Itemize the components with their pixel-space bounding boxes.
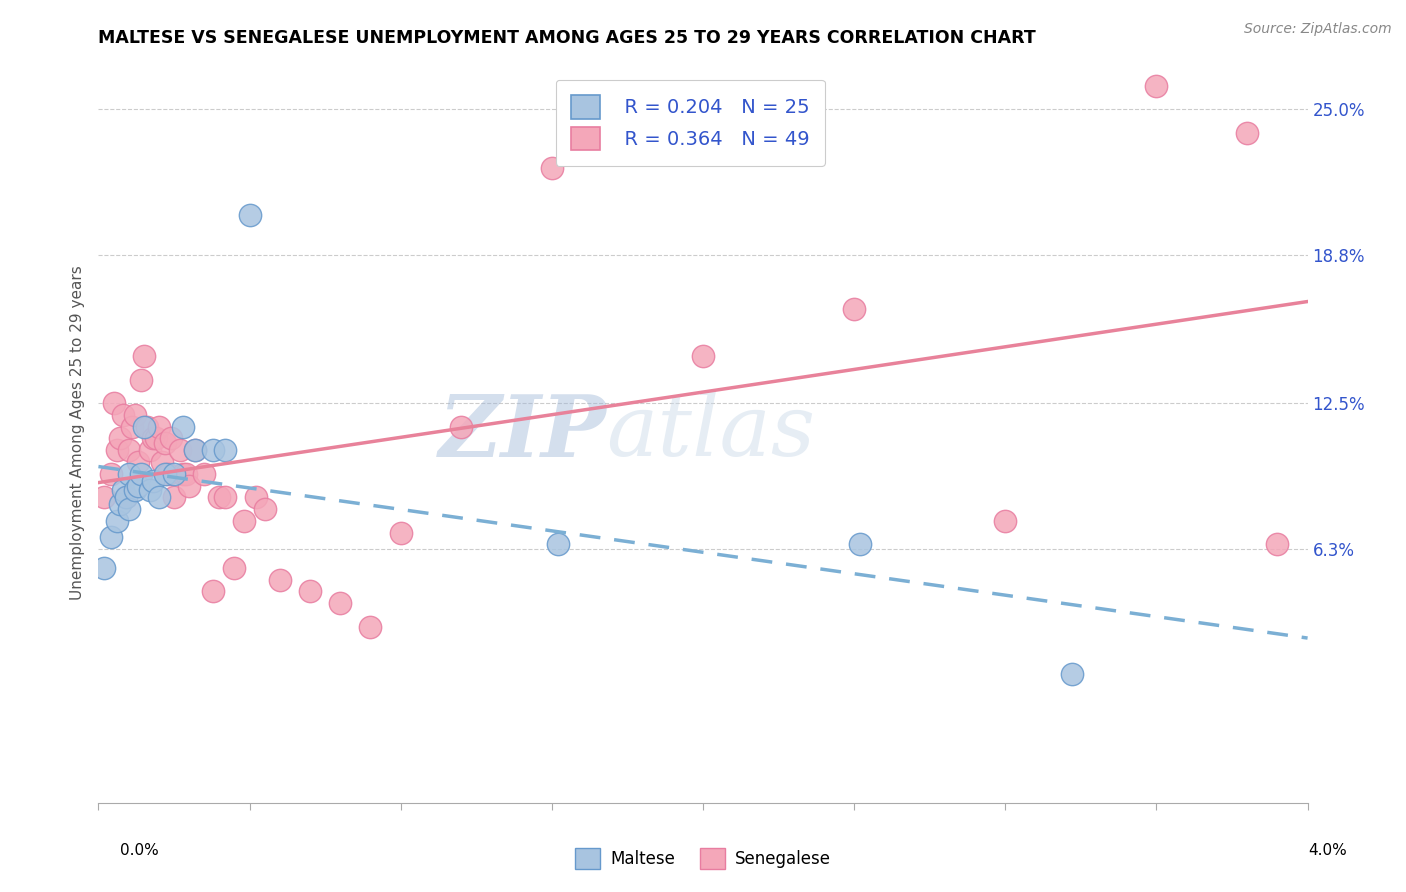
Point xyxy=(239,208,262,222)
Point xyxy=(135,419,157,434)
Point xyxy=(547,537,569,551)
Point xyxy=(844,302,866,317)
Point xyxy=(114,490,136,504)
Point xyxy=(105,443,128,458)
Point xyxy=(245,490,267,504)
Point xyxy=(224,561,246,575)
Point xyxy=(129,373,152,387)
Point xyxy=(93,561,115,575)
Point xyxy=(142,432,165,446)
Point xyxy=(193,467,215,481)
Point xyxy=(111,483,134,498)
Point xyxy=(129,467,152,481)
Point xyxy=(1267,537,1289,551)
Point xyxy=(184,443,207,458)
Text: atlas: atlas xyxy=(606,392,815,474)
Point xyxy=(153,467,176,481)
Point xyxy=(389,525,412,540)
Point xyxy=(118,502,141,516)
Point xyxy=(124,408,146,422)
Point xyxy=(111,408,134,422)
Point xyxy=(232,514,254,528)
Point xyxy=(208,490,231,504)
Point xyxy=(127,478,149,492)
Point xyxy=(142,474,165,488)
Text: ZIP: ZIP xyxy=(439,391,606,475)
Point xyxy=(124,483,146,498)
Point xyxy=(100,530,122,544)
Point xyxy=(179,478,201,492)
Point xyxy=(1146,78,1168,93)
Point xyxy=(139,483,162,498)
Point xyxy=(153,436,176,450)
Point xyxy=(145,432,167,446)
Y-axis label: Unemployment Among Ages 25 to 29 years: Unemployment Among Ages 25 to 29 years xyxy=(69,265,84,600)
Point xyxy=(160,432,183,446)
Point xyxy=(118,443,141,458)
Point xyxy=(994,514,1017,528)
Point xyxy=(214,443,236,458)
Point xyxy=(172,419,194,434)
Point xyxy=(114,490,136,504)
Point xyxy=(150,455,173,469)
Point xyxy=(329,596,352,610)
Point xyxy=(100,467,122,481)
Legend:   R = 0.204   N = 25,   R = 0.364   N = 49: R = 0.204 N = 25, R = 0.364 N = 49 xyxy=(555,79,825,166)
Text: MALTESE VS SENEGALESE UNEMPLOYMENT AMONG AGES 25 TO 29 YEARS CORRELATION CHART: MALTESE VS SENEGALESE UNEMPLOYMENT AMONG… xyxy=(98,29,1036,47)
Text: 4.0%: 4.0% xyxy=(1308,843,1347,858)
Point xyxy=(172,467,194,481)
Point xyxy=(148,419,170,434)
Point xyxy=(127,455,149,469)
Text: 0.0%: 0.0% xyxy=(120,843,159,858)
Point xyxy=(132,419,155,434)
Point xyxy=(169,443,191,458)
Point xyxy=(132,349,155,363)
Point xyxy=(139,443,162,458)
Point xyxy=(103,396,125,410)
Point xyxy=(108,497,131,511)
Point xyxy=(269,573,291,587)
Point xyxy=(450,419,472,434)
Point xyxy=(540,161,562,176)
Point xyxy=(202,584,225,599)
Point xyxy=(174,467,197,481)
Point xyxy=(360,619,382,633)
Legend: Maltese, Senegalese: Maltese, Senegalese xyxy=(568,842,838,875)
Point xyxy=(1236,126,1258,140)
Point xyxy=(1060,666,1083,681)
Point xyxy=(163,490,186,504)
Point xyxy=(121,419,143,434)
Point xyxy=(184,443,207,458)
Point xyxy=(156,467,179,481)
Point xyxy=(93,490,115,504)
Point xyxy=(214,490,236,504)
Point xyxy=(108,432,131,446)
Point xyxy=(299,584,322,599)
Point xyxy=(202,443,225,458)
Point xyxy=(849,537,872,551)
Point xyxy=(163,467,186,481)
Point xyxy=(105,514,128,528)
Point xyxy=(148,490,170,504)
Point xyxy=(253,502,276,516)
Point xyxy=(118,467,141,481)
Point xyxy=(692,349,714,363)
Text: Source: ZipAtlas.com: Source: ZipAtlas.com xyxy=(1244,22,1392,37)
